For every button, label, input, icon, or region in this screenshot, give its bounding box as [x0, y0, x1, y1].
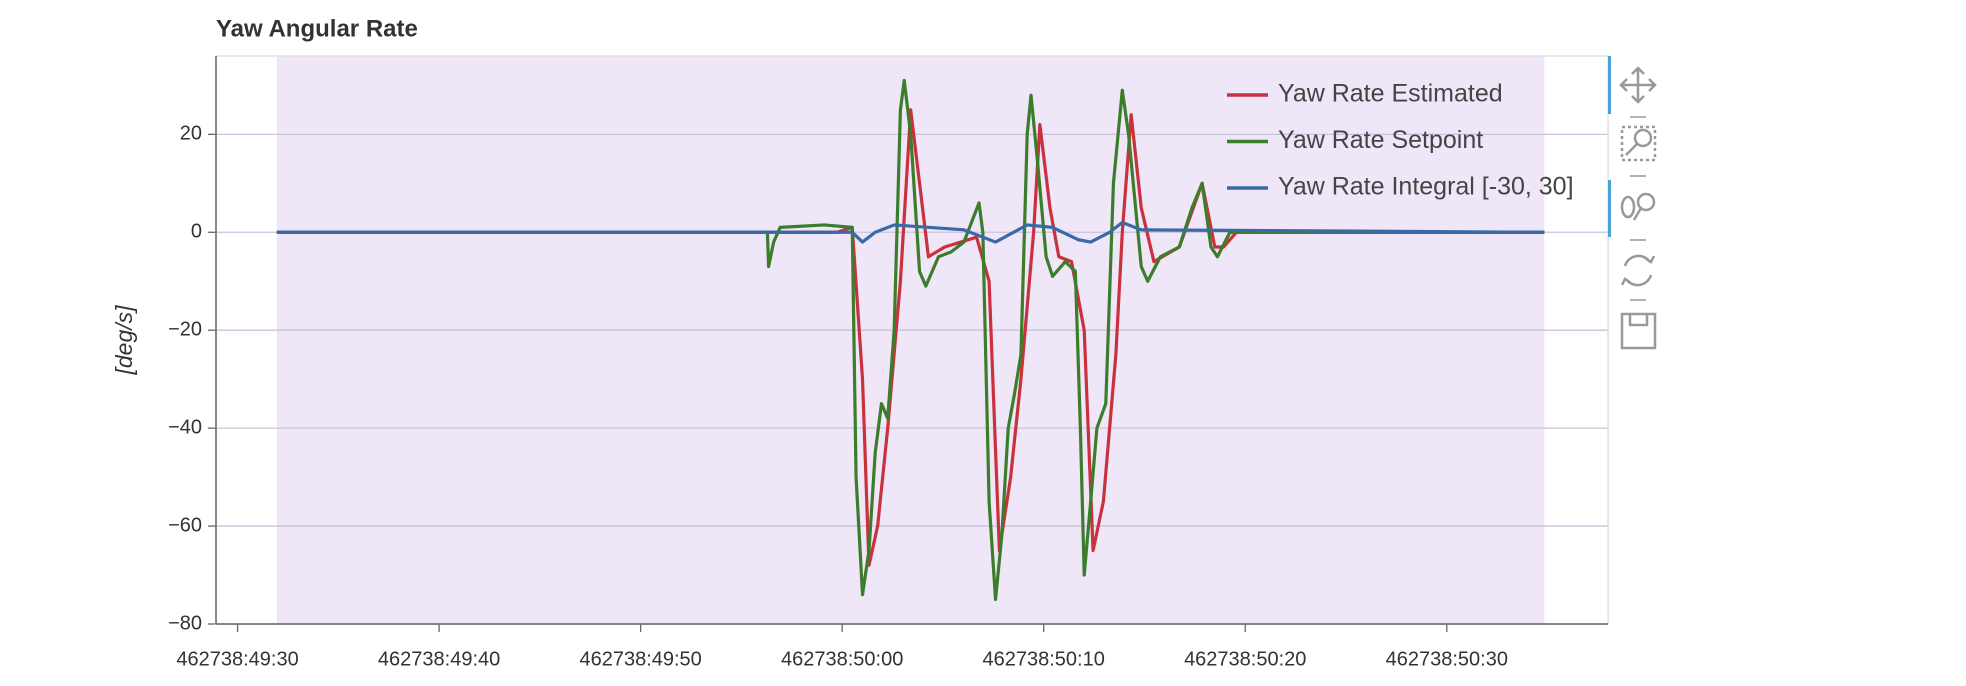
reset-tool[interactable]: [1620, 254, 1656, 287]
y-tick-label: 20: [180, 123, 202, 145]
x-tick-label: 462738:49:50: [579, 648, 701, 670]
save-tool[interactable]: [1620, 312, 1657, 350]
y-axis-label: [deg/s]: [111, 305, 137, 376]
toolbar: [1608, 56, 1657, 350]
y-tick-label: 0: [191, 221, 202, 243]
wheel-zoom-tool[interactable]: [1620, 192, 1656, 221]
x-tick-label: 462738:49:30: [176, 648, 298, 670]
legend-label: Yaw Rate Setpoint: [1278, 126, 1483, 154]
y-tick-label: −40: [168, 416, 202, 438]
active-indicator: [1608, 180, 1611, 237]
legend-label: Yaw Rate Integral [-30, 30]: [1278, 173, 1574, 201]
active-indicator: [1608, 56, 1611, 114]
y-tick-label: −60: [168, 514, 202, 536]
y-tick-label: −80: [168, 612, 202, 634]
x-tick-label: 462738:50:20: [1184, 648, 1306, 670]
series-line: [276, 220, 1545, 244]
chart-title: Yaw Angular Rate: [216, 15, 418, 42]
legend-label: Yaw Rate Estimated: [1278, 80, 1503, 108]
x-tick-label: 462738:50:30: [1386, 648, 1508, 670]
x-tick-label: 462738:49:40: [378, 648, 500, 670]
y-tick-label: −20: [168, 318, 202, 340]
x-tick-label: 462738:50:10: [983, 648, 1105, 670]
pan-tool[interactable]: [1619, 66, 1657, 104]
box-zoom-tool[interactable]: [1620, 125, 1657, 162]
series-line: [276, 78, 1545, 602]
x-tick-label: 462738:50:00: [781, 648, 903, 670]
